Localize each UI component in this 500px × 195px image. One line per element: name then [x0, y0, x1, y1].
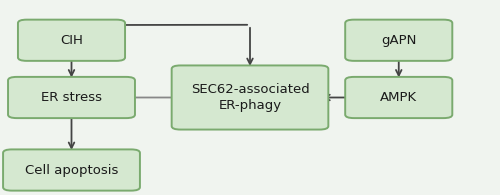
- Text: CIH: CIH: [60, 34, 83, 47]
- Text: Cell apoptosis: Cell apoptosis: [25, 164, 118, 176]
- Text: ER stress: ER stress: [41, 91, 102, 104]
- Text: gAPN: gAPN: [381, 34, 416, 47]
- FancyBboxPatch shape: [18, 20, 125, 61]
- FancyBboxPatch shape: [345, 20, 453, 61]
- FancyBboxPatch shape: [3, 149, 140, 191]
- FancyBboxPatch shape: [8, 77, 135, 118]
- FancyBboxPatch shape: [345, 77, 453, 118]
- Text: AMPK: AMPK: [380, 91, 418, 104]
- Text: SEC62-associated
ER-phagy: SEC62-associated ER-phagy: [190, 83, 310, 112]
- FancyBboxPatch shape: [172, 66, 328, 129]
